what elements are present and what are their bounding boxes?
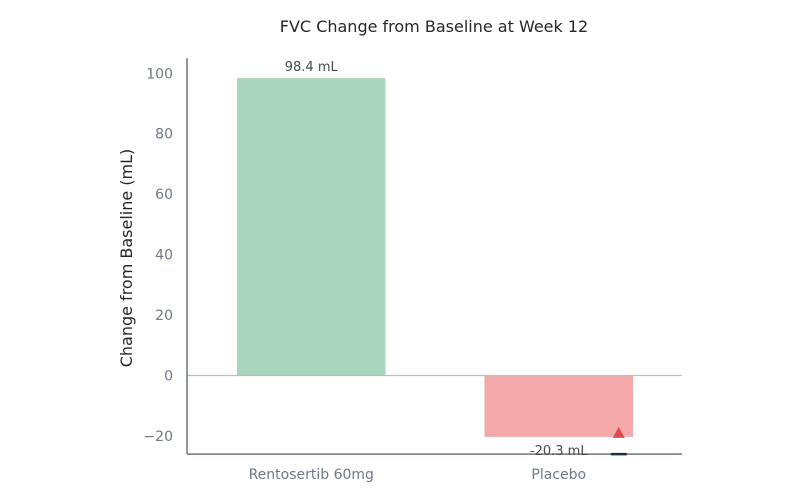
data-label: -20.3 mL: [530, 444, 588, 459]
markers-layer: [610, 426, 627, 456]
x-tick-label: Rentosertib 60mg: [249, 467, 374, 483]
bars-layer: [237, 78, 633, 437]
labels-layer: 98.4 mL Rentosertib 60mg -20.3 mL Placebo −2…: [143, 60, 588, 483]
y-tick-label: 80: [155, 127, 173, 143]
y-tick-label: 100: [146, 66, 173, 82]
y-tick-label: 0: [164, 369, 173, 385]
data-label: 98.4 mL: [285, 60, 339, 75]
x-tick-label: Placebo: [531, 467, 586, 483]
y-tick-label: 40: [155, 248, 173, 264]
axes-layer: [186, 58, 682, 455]
y-tick-label: 20: [155, 308, 173, 324]
chart-title: FVC Change from Baseline at Week 12: [280, 17, 588, 36]
y-tick-label: 60: [155, 187, 173, 203]
y-axis-label: Change from Baseline (mL): [117, 149, 136, 368]
y-tick-label: −20: [143, 429, 173, 445]
bar-rentosertib-60mg: [237, 78, 386, 376]
marker-triangle: [612, 426, 625, 438]
bar-placebo: [484, 375, 633, 437]
